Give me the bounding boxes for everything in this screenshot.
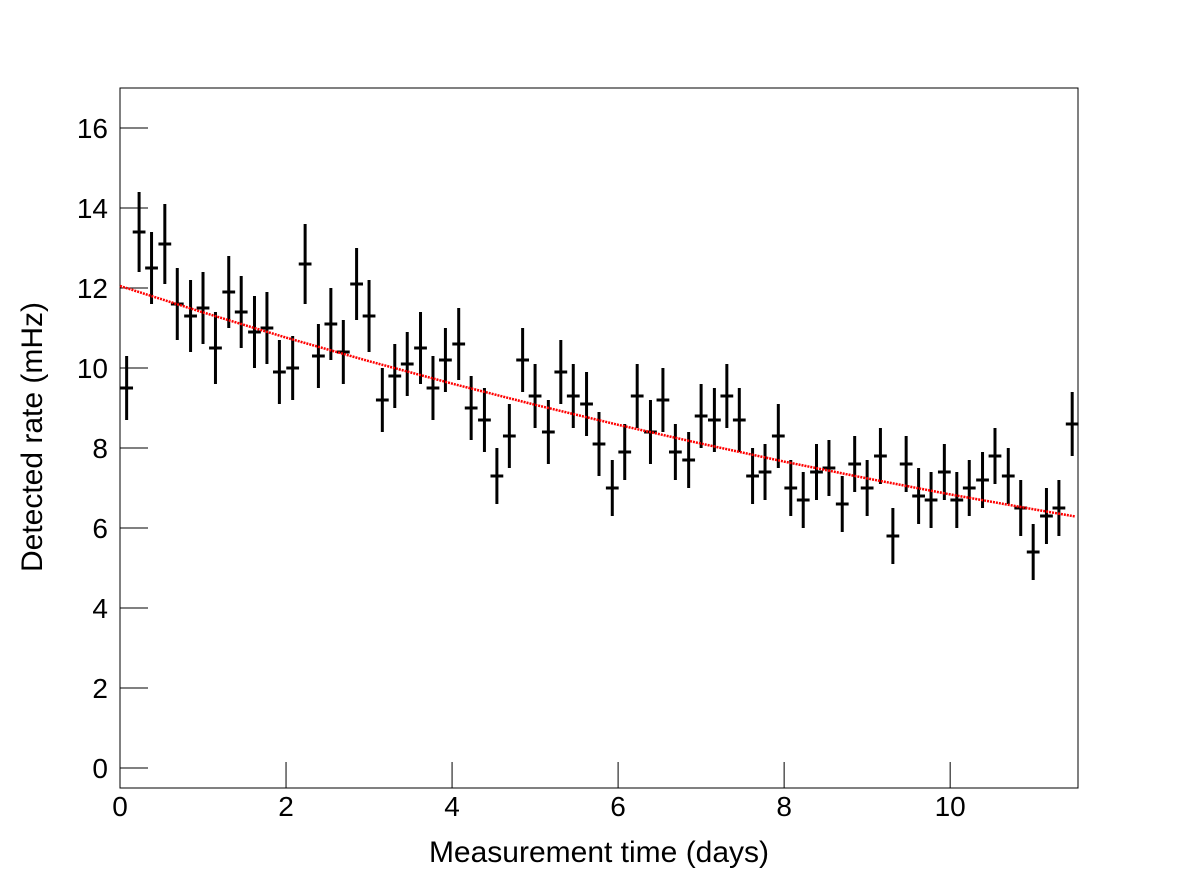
fit-curve [119, 284, 1075, 518]
x-tick-label: 6 [610, 791, 626, 822]
x-tick-label: 8 [776, 791, 792, 822]
x-tick-label: 0 [112, 791, 128, 822]
y-tick-label: 2 [92, 673, 108, 704]
x-tick-label: 10 [935, 791, 966, 822]
y-tick-label: 16 [77, 113, 108, 144]
y-tick-label: 14 [77, 193, 108, 224]
x-tick-label: 4 [444, 791, 460, 822]
plot-frame [119, 87, 1079, 789]
y-tick-label: 6 [92, 513, 108, 544]
y-tick-label: 4 [92, 593, 108, 624]
x-tick-label: 2 [278, 791, 294, 822]
y-tick-label: 8 [92, 433, 108, 464]
y-tick-label: 10 [77, 353, 108, 384]
x-axis-label: Measurement time (days) [429, 836, 769, 869]
y-axis-label: Detected rate (mHz) [16, 302, 49, 572]
y-tick-label: 0 [92, 753, 108, 784]
y-tick-label: 12 [77, 273, 108, 304]
